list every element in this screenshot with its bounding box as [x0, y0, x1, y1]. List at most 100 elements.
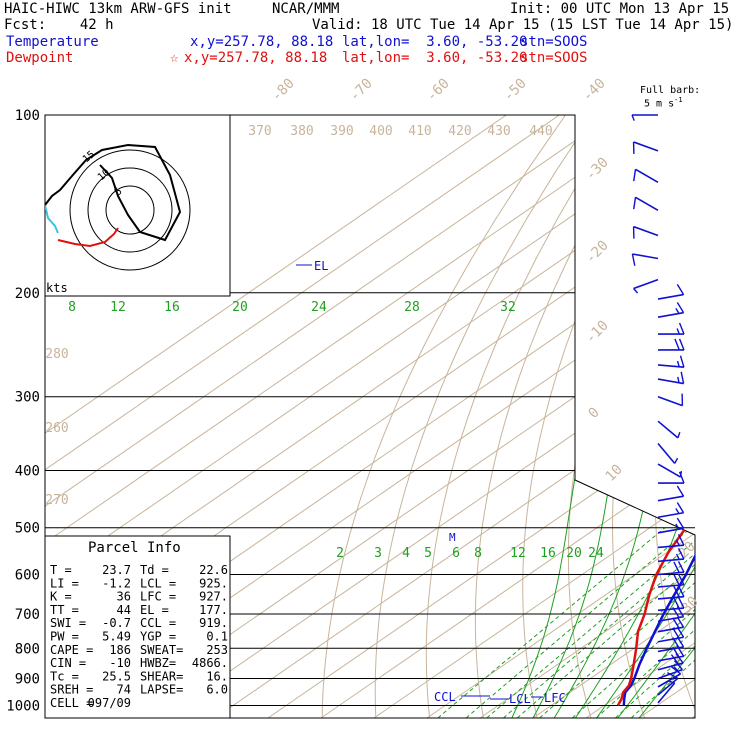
parcel-value: 5.49 — [102, 630, 131, 644]
moist-adiabat-line — [596, 292, 695, 718]
dry-adiabat-label: -30 — [583, 155, 612, 184]
parcel-info-row: T = 23.7 Td = 22.6 — [50, 563, 228, 577]
pressure-tick-label: 900 — [15, 671, 40, 687]
parcel-info-title: Parcel Info — [88, 540, 181, 556]
wind-barb — [633, 278, 659, 294]
parcel-key: YGP = — [140, 630, 176, 644]
dry-adiabat-label: -40 — [580, 76, 609, 105]
parcel-info-row: PW = 5.49 YGP = 0.1 — [50, 630, 228, 644]
wind-barb-staff — [657, 364, 684, 368]
wind-barb-staff — [657, 571, 684, 576]
wind-barb-flag — [676, 606, 685, 618]
parcel-value: 919. — [199, 616, 228, 630]
wind-barb — [657, 671, 679, 696]
m-label: M — [449, 531, 456, 544]
wind-barb-flag — [633, 169, 637, 182]
mixing-ratio-label: 8 — [68, 300, 76, 315]
parcel-info-row: K = 36 LFC = 927. — [50, 590, 228, 604]
moist-adiabat-line — [511, 292, 626, 718]
wind-barb-flag — [667, 671, 679, 679]
parcel-value: 74 — [117, 683, 131, 697]
parcel-key: EL = — [140, 603, 169, 617]
wind-barb-staff — [657, 511, 684, 519]
hodo-ring-label: 5 — [113, 186, 125, 198]
hodo-ring-5 — [105, 185, 155, 235]
theta-label: 420 — [448, 124, 471, 139]
hodo-trace-black — [45, 143, 182, 242]
wind-barb-staff — [657, 420, 679, 439]
moist-adiabat-line — [617, 292, 695, 718]
parcel-key: HWBZ= — [140, 656, 176, 670]
sounding-profiles — [616, 115, 695, 707]
mixing-ratio-label: 24 — [311, 300, 327, 315]
mixing-ratio-label: 24 — [588, 546, 604, 561]
wind-barb-flag — [676, 616, 685, 628]
wind-barb-staff — [657, 558, 684, 563]
wind-barb — [657, 665, 681, 688]
wind-barb-staff — [657, 463, 681, 478]
dewpoint-latlon: lat,lon= 3.60, -53.20 — [342, 50, 528, 66]
isotherm-line — [320, 115, 695, 718]
wind-barb-staff — [657, 395, 683, 407]
parcel-key: SHEAR= — [140, 669, 183, 683]
wind-barb — [657, 463, 683, 478]
wind-barb-flag — [678, 338, 685, 351]
lfc-label: LFC — [544, 691, 566, 705]
wind-barb-flag — [677, 585, 685, 597]
org-label: NCAR/MMM — [272, 1, 340, 17]
wind-barb — [657, 517, 685, 534]
isotherm-line — [373, 115, 695, 718]
lcl-label: LCL — [509, 692, 531, 706]
dewpoint-xy: x,y=257.78, 88.18 — [184, 50, 328, 66]
wind-barbs — [631, 114, 685, 704]
wind-barb-staff — [657, 636, 684, 643]
pressure-tick-label: 300 — [15, 390, 40, 406]
wind-barb — [657, 597, 685, 612]
mixing-ratio-label: 6 — [452, 546, 460, 561]
isotherm-line — [45, 115, 666, 718]
wind-barb-flag — [675, 652, 684, 664]
isotherm-line — [161, 115, 695, 718]
wind-barb-flag — [668, 680, 675, 684]
wind-barb — [657, 616, 685, 633]
wind-barb-staff — [633, 225, 659, 237]
wind-barb-staff — [657, 544, 684, 549]
mixing-ratio-label: 4 — [402, 546, 410, 561]
wind-barb-flag — [675, 539, 680, 546]
wind-barb-staff — [657, 378, 684, 385]
wind-barb — [658, 322, 685, 335]
mixing-ratio-line — [539, 527, 695, 718]
parcel-info-row: CAPE = 186 SWEAT= 253 — [50, 643, 228, 657]
wind-barb-staff — [657, 607, 684, 612]
parcel-key: CIN = — [50, 656, 86, 670]
wind-barb-flag — [676, 626, 685, 638]
pressure-tick-label: 400 — [15, 464, 40, 480]
parcel-info-row: LI = -1.2 LCL = 925. — [50, 576, 228, 590]
temperature-line — [622, 115, 695, 706]
wind-barb-flag — [676, 302, 685, 314]
init-time: Init: 00 UTC Mon 13 Apr 15 — [510, 1, 730, 17]
theta-label: 400 — [369, 124, 392, 139]
dewpoint-stn: stn=SOOS — [520, 50, 588, 66]
mixing-ratio-label: 16 — [164, 300, 180, 315]
wind-barb-staff — [657, 615, 684, 623]
dry-adiabat-label: 0 — [586, 405, 603, 422]
dewpoint-marker-icon: ☆ — [170, 50, 179, 66]
wind-barb-staff — [657, 442, 676, 464]
parcel-value: -1.2 — [102, 576, 131, 590]
wind-barb — [657, 355, 685, 368]
mixing-ratio-line — [437, 527, 666, 718]
dry-adiabat-line — [654, 115, 695, 718]
el-label: EL — [314, 259, 328, 273]
isotherm-line — [532, 115, 695, 718]
parcel-key: LAPSE= — [140, 683, 183, 697]
temperature-xy: x,y=257.78, 88.18 — [190, 34, 334, 50]
mixing-ratio-label: 32 — [500, 300, 516, 315]
wind-barb-flag — [676, 283, 685, 295]
parcel-key: T = — [50, 563, 72, 577]
parcel-info-row: SWI = -0.7 CCL = 919. — [50, 616, 228, 630]
isotherm-line — [426, 115, 695, 718]
wind-barb-flag — [676, 636, 685, 648]
wind-barb — [657, 420, 681, 439]
mixing-ratio-label: 5 — [424, 546, 432, 561]
